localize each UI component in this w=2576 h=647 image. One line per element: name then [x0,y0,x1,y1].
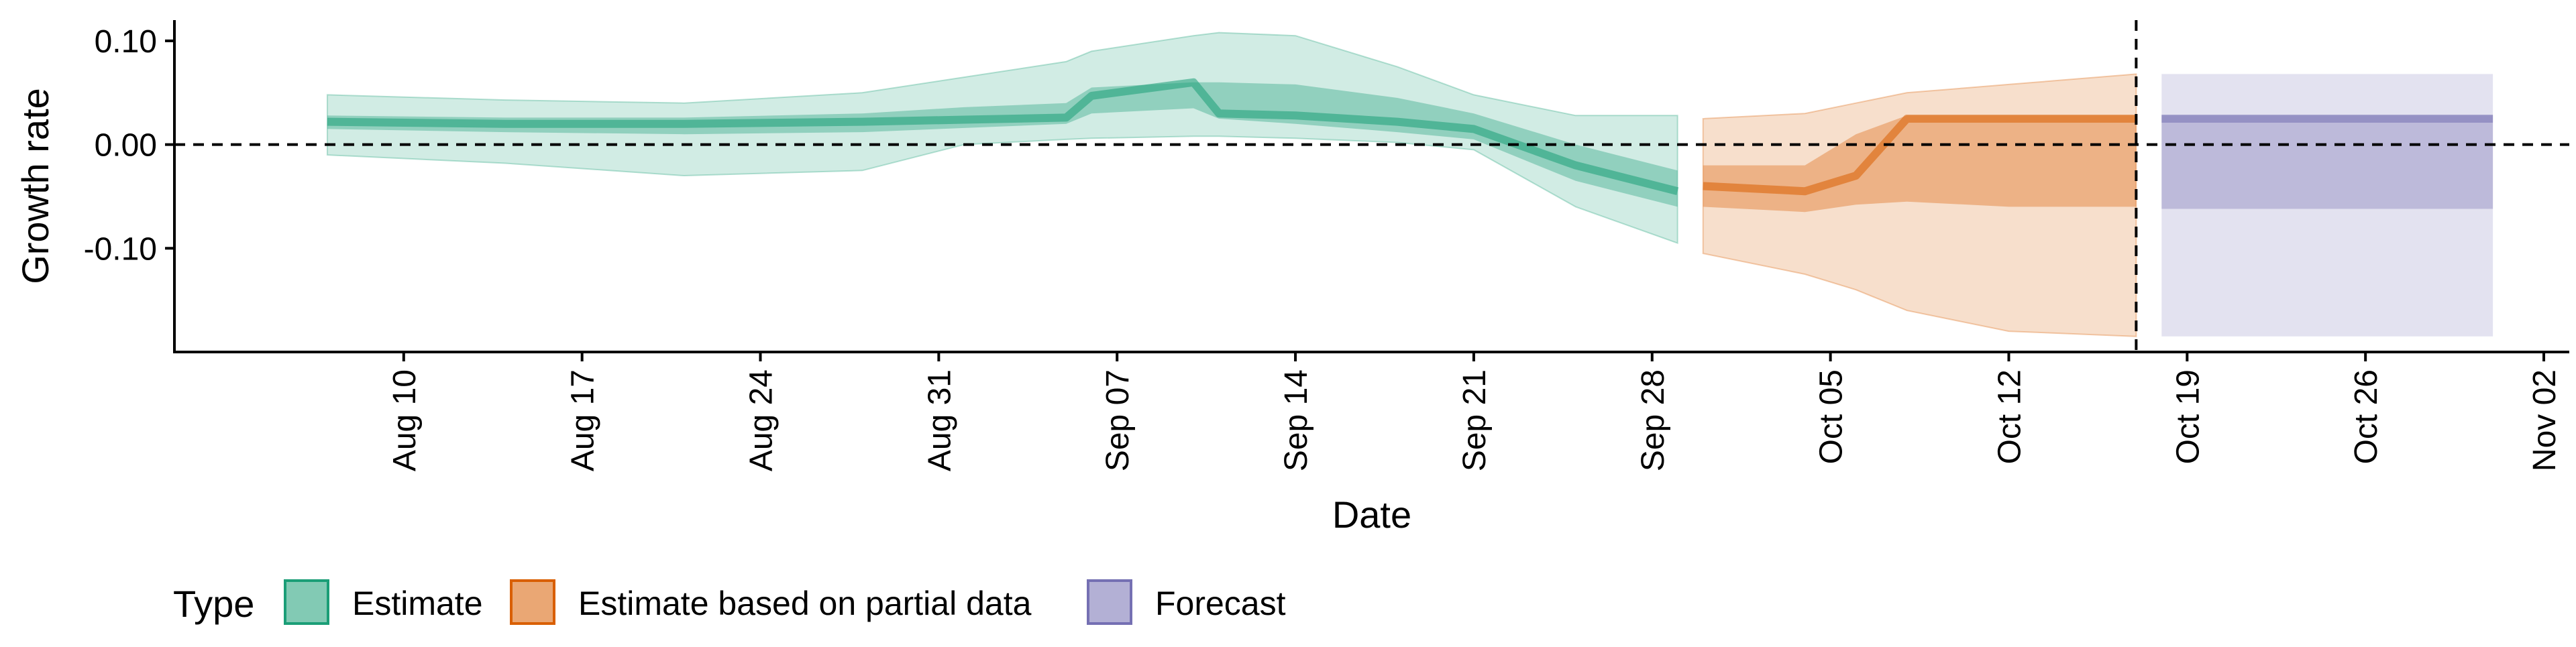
x-tick-label: Sep 28 [1635,369,1671,471]
x-tick-label: Oct 05 [1814,369,1849,464]
tick-labels: 0.10 0.00 -0.10 Aug 10 Aug 17 Aug 24 Aug 31 Sep… [84,24,2563,471]
estimate-median-line [327,78,1679,196]
x-tick-label: Sep 14 [1279,369,1314,471]
forecast-band-50 [2161,115,2493,209]
x-tick-label: Nov 02 [2527,369,2563,471]
y-tick-label: 0.00 [95,128,157,164]
x-tick-label: Sep 07 [1100,369,1136,471]
x-tick-label: Aug 24 [744,369,780,471]
legend: Type Estimate Estimate based on partial d… [173,579,1286,625]
reference-lines [174,20,2569,352]
y-tick-label: -0.10 [84,231,157,267]
x-tick-label: Oct 19 [2170,369,2206,464]
axes [165,20,2569,361]
x-axis-title: Date [1332,493,1411,536]
estimate-band-90 [326,32,1678,245]
forecast-band-90 [2161,74,2493,337]
legend-label-forecast: Forecast [1155,585,1286,622]
estimate-based-on-partial-data-band-90 [1702,73,2137,337]
legend-title: Type [173,583,254,625]
uncertainty-bands [326,32,2493,337]
x-tick-label: Oct 12 [1992,369,2027,464]
legend-label-estimate: Estimate [352,585,483,622]
estimate-band-50 [327,82,1678,207]
median-lines [327,78,2493,196]
x-tick-label: Aug 10 [387,369,423,471]
x-tick-label: Sep 21 [1457,369,1493,471]
legend-swatch-estimate-based-on-partial-data [510,579,555,625]
y-tick-label: 0.10 [95,24,157,60]
legend-swatch-estimate [284,579,329,625]
legend-swatch-forecast [1087,579,1132,625]
x-tick-label: Aug 31 [922,369,957,471]
legend-label-estimate-based-on-partial-data: Estimate based on partial data [578,585,1032,622]
y-axis-title: Growth rate [14,88,56,284]
x-tick-label: Oct 26 [2349,369,2384,464]
estimate-based-on-partial-data-median-line [1703,115,2137,196]
x-tick-label: Aug 17 [566,369,601,471]
